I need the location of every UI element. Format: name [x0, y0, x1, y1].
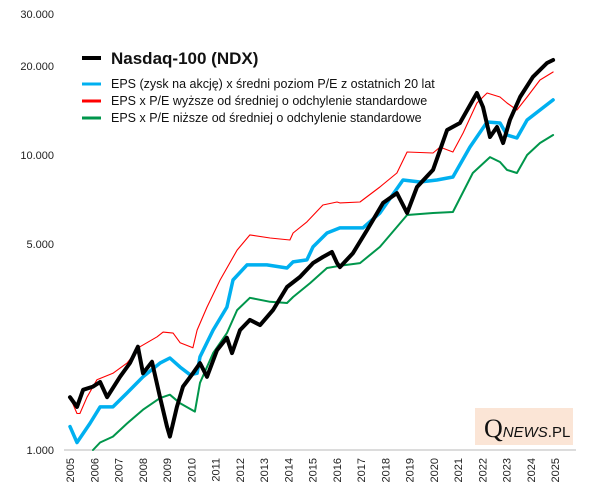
x-tick-label: 2015 — [308, 458, 320, 482]
x-tick-label: 2010 — [186, 458, 198, 482]
legend-title: Nasdaq-100 (NDX) — [111, 49, 258, 68]
x-tick-label: 2022 — [477, 458, 489, 482]
x-tick-label: 2009 — [162, 458, 174, 482]
x-tick-label: 2016 — [332, 458, 344, 482]
x-tick-label: 2006 — [89, 458, 101, 482]
x-tick-label: 2024 — [526, 458, 538, 482]
x-tick-label: 2013 — [259, 458, 271, 482]
series-group — [68, 58, 556, 451]
x-tick-label: 2012 — [235, 458, 247, 482]
x-tick-label: 2020 — [429, 458, 441, 482]
y-tick-label: 10.000 — [20, 150, 54, 162]
x-tick-label: 2008 — [138, 458, 150, 482]
legend-item-green: EPS x P/E niższe od średniej o odchyleni… — [111, 111, 422, 125]
series-line-3 — [68, 58, 556, 439]
x-tick-label: 2017 — [356, 458, 368, 482]
y-tick-label: 20.000 — [20, 61, 54, 73]
series-line-2 — [68, 98, 555, 445]
series-line-0 — [92, 134, 555, 451]
legend-item-red: EPS x P/E wyższe od średniej o odchyleni… — [111, 94, 427, 108]
x-tick-label: 2007 — [114, 458, 126, 482]
x-tick-label: 2021 — [453, 458, 465, 482]
y-tick-label: 1.000 — [26, 445, 54, 457]
x-tick-label: 2005 — [65, 458, 77, 482]
x-axis-ticks: 2005 2006 2007 2008 2009 2010 2011 2012 2013 2014… — [65, 458, 562, 482]
y-tick-label: 30.000 — [20, 9, 54, 21]
x-tick-label: 2018 — [380, 458, 392, 482]
x-tick-label: 2011 — [211, 458, 223, 482]
watermark-background — [475, 408, 573, 445]
x-tick-label: 2023 — [502, 458, 514, 482]
qnews-watermark: QNEWS.PL — [475, 408, 573, 445]
x-tick-label: 2014 — [283, 458, 295, 482]
legend: Nasdaq-100 (NDX) EPS (zysk na akcję) x ś… — [82, 49, 435, 125]
y-axis-ticks: 30.000 20.000 10.000 5.000 1.000 — [20, 9, 54, 457]
watermark-logo: QNEWS.PL — [484, 414, 570, 443]
y-tick-label: 5.000 — [26, 239, 54, 251]
x-tick-label: 2025 — [550, 458, 562, 482]
x-tick-label: 2019 — [405, 458, 417, 482]
legend-item-blue: EPS (zysk na akcję) x średni poziom P/E … — [111, 77, 435, 91]
